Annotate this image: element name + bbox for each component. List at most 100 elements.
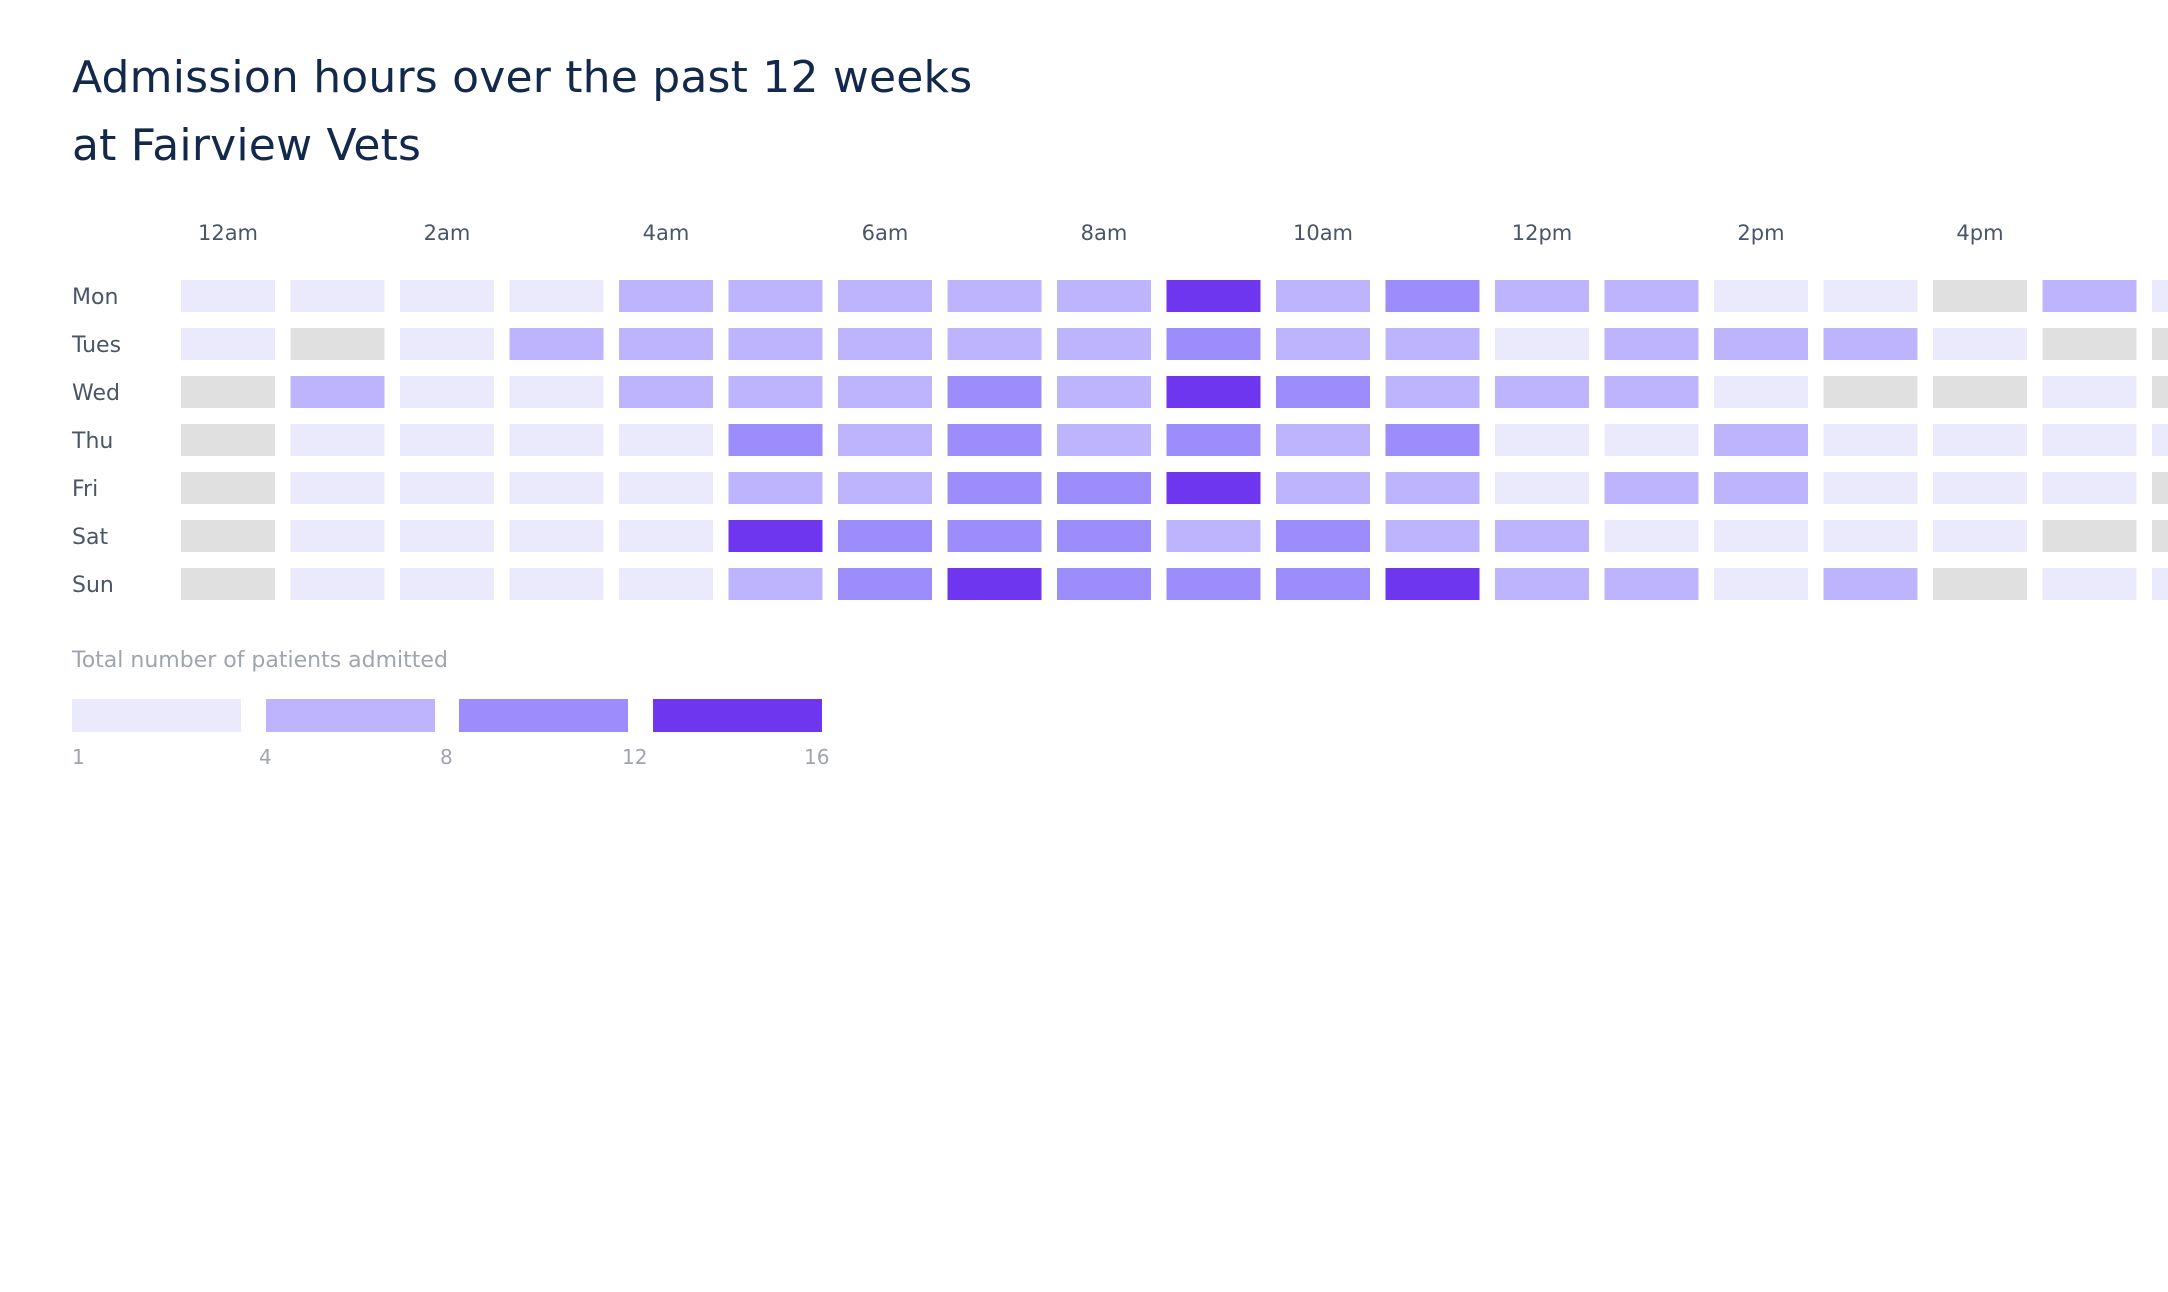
x-tick-label-6am: 6am [862,221,909,245]
heatmap-cell-sun-13 [1604,568,1699,600]
heatmap-cell-sat-6 [838,520,932,552]
heatmap-cell-fri-13 [1604,472,1699,504]
heatmap-cell-wed-6 [838,376,932,408]
legend-tick-16: 16 [804,745,830,769]
heatmap-cell-fri-17 [2042,472,2137,504]
heatmap-cell-tues-9 [1166,328,1261,360]
heatmap-cell-sun-2 [400,568,494,600]
y-label-sun: Sun [72,573,114,598]
heatmap-cell-mon-2 [400,280,494,312]
legend-swatch-2 [265,699,435,732]
heatmap-cell-wed-5 [728,376,823,408]
y-label-tues: Tues [71,333,121,358]
heatmap-cell-sun-4 [619,568,713,600]
chart-title-line-2: at Fairview Vets [72,120,422,171]
heatmap-cell-thu-1 [290,424,385,456]
x-tick-label-2pm: 2pm [1737,221,1784,245]
heatmap-cell-mon-8 [1057,280,1151,312]
heatmap-cell-thu-14 [1714,424,1808,456]
heatmap-cell-wed-4 [619,376,713,408]
legend-tick-12: 12 [622,745,648,769]
heatmap-cell-mon-14 [1714,280,1808,312]
heatmap-cell-tues-8 [1057,328,1151,360]
legend-swatch-3 [459,699,628,732]
heatmap-cell-tues-4 [619,328,713,360]
heatmap-cell-wed-1 [290,376,385,408]
heatmap-cell-mon-12 [1495,280,1589,312]
heatmap-cell-thu-17 [2042,424,2137,456]
heatmap-cell-fri-10 [1276,472,1370,504]
heatmap-cell-tues-15 [1823,328,1918,360]
heatmap-cell-mon-3 [509,280,604,312]
heatmap-cell-sun-14 [1714,568,1808,600]
heatmap-cell-thu-7 [947,424,1042,456]
heatmap-cell-thu-18 [2152,424,2168,456]
heatmap-cell-wed-14 [1714,376,1808,408]
legend: Total number of patients admitted 1 4 8 12 1… [72,648,852,775]
heatmap-cell-fri-1 [290,472,385,504]
heatmap-cell-tues-18 [2152,328,2168,360]
heatmap-cell-wed-18 [2152,376,2168,408]
heatmap-cell-sun-3 [509,568,604,600]
heatmap-cell-sat-5 [728,520,823,552]
heatmap-cell-sat-9 [1166,520,1261,552]
heatmap-cell-tues-10 [1276,328,1370,360]
heatmap-cell-sun-7 [947,568,1042,600]
heatmap-cell-mon-5 [728,280,823,312]
heatmap-cell-wed-9 [1166,376,1261,408]
heatmap-cell-thu-3 [509,424,604,456]
heatmap-cell-sun-5 [728,568,823,600]
heatmap-cell-thu-10 [1276,424,1370,456]
heatmap-cell-mon-9 [1166,280,1261,312]
heatmap-cell-tues-12 [1495,328,1589,360]
heatmap-cell-tues-0 [181,328,275,360]
heatmap-cell-thu-16 [1933,424,2027,456]
heatmap-cell-fri-2 [400,472,494,504]
heatmap-cell-sat-2 [400,520,494,552]
heatmap-chart: 12am 2am 4am 6am 8am 10am 12pm 2pm 4pm Mon Tues Wed… [71,221,2168,600]
legend-tick-labels: 1 4 8 12 16 [72,745,852,775]
heatmap-cell-wed-3 [509,376,604,408]
x-tick-label-4pm: 4pm [1956,221,2003,245]
heatmap-cell-wed-16 [1933,376,2027,408]
heatmap-cell-tues-16 [1933,328,2027,360]
y-label-mon: Mon [72,285,118,310]
heatmap-cell-tues-5 [728,328,823,360]
heatmap-cell-fri-11 [1385,472,1480,504]
heatmap-cell-fri-6 [838,472,932,504]
x-tick-label-10am: 10am [1293,221,1353,245]
heatmap-cell-wed-15 [1823,376,1918,408]
heatmap-cell-fri-15 [1823,472,1918,504]
heatmap-cell-thu-8 [1057,424,1151,456]
heatmap-cell-mon-10 [1276,280,1370,312]
heatmap-cell-fri-14 [1714,472,1808,504]
heatmap-cell-sun-1 [290,568,385,600]
heatmap-cell-tues-13 [1604,328,1699,360]
heatmap-cell-mon-17 [2042,280,2137,312]
heatmap-cell-mon-7 [947,280,1042,312]
legend-swatch-4 [652,699,822,732]
heatmap-cell-fri-0 [181,472,275,504]
heatmap-cell-sat-4 [619,520,713,552]
heatmap-cell-thu-4 [619,424,713,456]
heatmap-cell-sun-8 [1057,568,1151,600]
x-tick-label-12pm: 12pm [1512,221,1573,245]
heatmap-cell-tues-14 [1714,328,1808,360]
heatmap-cell-mon-15 [1823,280,1918,312]
heatmap-cell-mon-16 [1933,280,2027,312]
heatmap-cell-tues-11 [1385,328,1480,360]
heatmap-cell-sun-0 [181,568,275,600]
heatmap-cell-mon-13 [1604,280,1699,312]
heatmap-cell-sat-15 [1823,520,1918,552]
heatmap-cell-sat-8 [1057,520,1151,552]
x-tick-label-2am: 2am [424,221,471,245]
heatmap-cell-tues-3 [509,328,604,360]
heatmap-cell-tues-7 [947,328,1042,360]
heatmap-cell-mon-11 [1385,280,1480,312]
heatmap-cell-tues-6 [838,328,932,360]
heatmap-cell-thu-12 [1495,424,1589,456]
heatmap-cell-sun-16 [1933,568,2027,600]
heatmap-cell-wed-0 [181,376,275,408]
heatmap-cell-thu-15 [1823,424,1918,456]
heatmap-cell-sun-11 [1385,568,1480,600]
